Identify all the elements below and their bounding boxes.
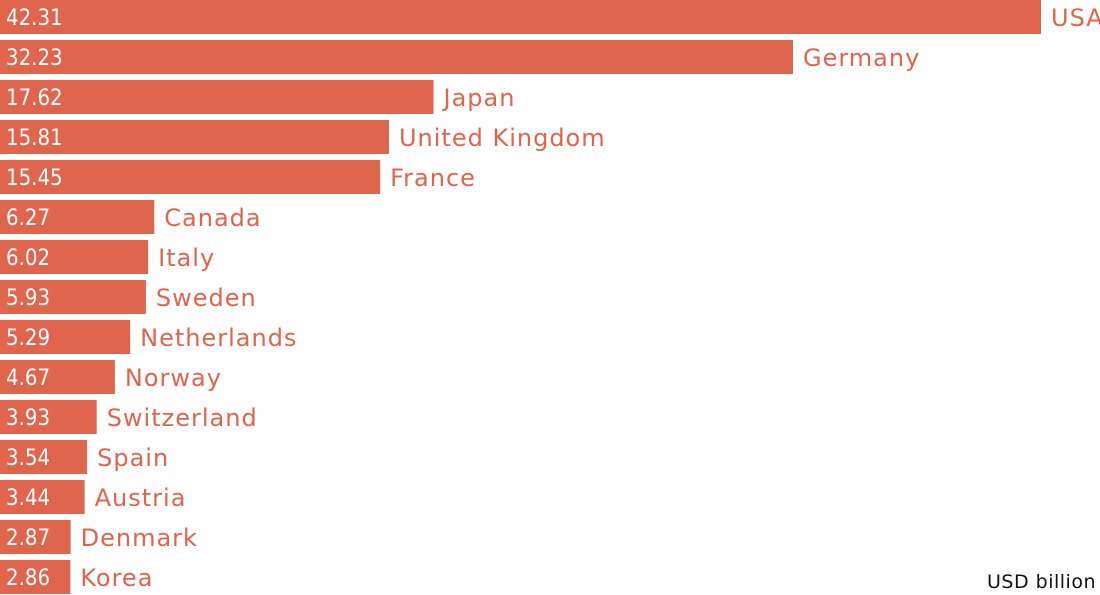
bar-germany bbox=[0, 40, 793, 74]
bar-netherlands bbox=[0, 320, 131, 354]
value-label: 6.27 bbox=[6, 206, 50, 231]
bar-united-kingdom bbox=[0, 120, 389, 154]
value-label: 3.54 bbox=[6, 446, 50, 471]
category-label: Canada bbox=[164, 204, 261, 232]
category-label: Japan bbox=[442, 84, 516, 112]
bar-switzerland bbox=[0, 400, 97, 434]
category-label: Sweden bbox=[156, 284, 257, 312]
bar-austria bbox=[0, 480, 85, 514]
category-label: Netherlands bbox=[140, 324, 297, 352]
category-label: Italy bbox=[158, 244, 215, 272]
unit-label: USD billion bbox=[987, 571, 1096, 593]
category-label: Austria bbox=[95, 484, 187, 512]
bar-usa bbox=[0, 0, 1041, 34]
value-label: 5.93 bbox=[6, 286, 50, 311]
value-label: 15.81 bbox=[6, 126, 63, 151]
value-label: 4.67 bbox=[6, 366, 50, 391]
value-label: 3.44 bbox=[6, 486, 50, 511]
value-label: 3.93 bbox=[6, 406, 50, 431]
category-label: Spain bbox=[97, 444, 169, 472]
category-label: USA bbox=[1051, 4, 1100, 32]
value-label: 2.87 bbox=[6, 526, 50, 551]
bar-spain bbox=[0, 440, 88, 474]
value-label: 2.86 bbox=[6, 566, 50, 591]
category-label: Switzerland bbox=[107, 404, 258, 432]
value-label: 42.31 bbox=[6, 6, 63, 31]
bar-sweden bbox=[0, 280, 146, 314]
bar-norway bbox=[0, 360, 115, 394]
bar-france bbox=[0, 160, 381, 194]
category-label: Germany bbox=[803, 44, 920, 72]
category-label: Norway bbox=[125, 364, 222, 392]
value-label: 5.29 bbox=[6, 326, 50, 351]
bar-canada bbox=[0, 200, 155, 234]
bar-italy bbox=[0, 240, 149, 274]
category-label: France bbox=[390, 164, 476, 192]
bar-japan bbox=[0, 80, 434, 114]
bar-denmark bbox=[0, 520, 71, 554]
value-label: 6.02 bbox=[6, 246, 50, 271]
category-label: United Kingdom bbox=[399, 124, 606, 152]
category-label: Korea bbox=[80, 564, 153, 592]
value-label: 32.23 bbox=[6, 46, 63, 71]
category-label: Denmark bbox=[81, 524, 198, 552]
value-label: 17.62 bbox=[6, 86, 63, 111]
value-label: 15.45 bbox=[6, 166, 63, 191]
bar-korea bbox=[0, 560, 71, 594]
